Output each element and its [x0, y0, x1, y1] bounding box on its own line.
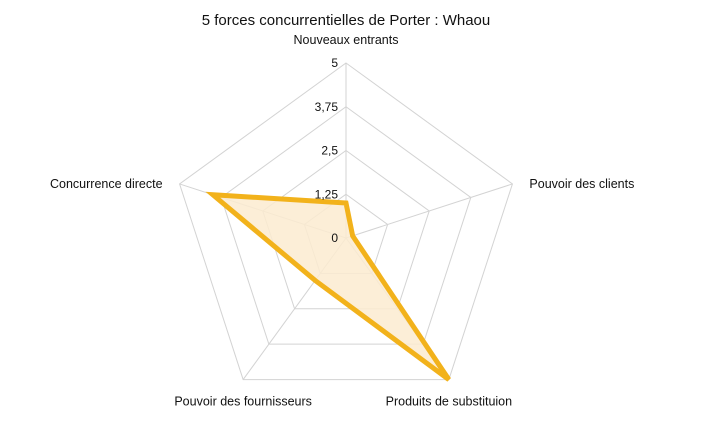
- axis-label: Pouvoir des clients: [529, 177, 634, 191]
- tick-label: 5: [331, 56, 338, 70]
- radar-series: [205, 191, 451, 382]
- tick-label: 2,5: [321, 144, 338, 158]
- chart-title: 5 forces concurrentielles de Porter : Wh…: [202, 12, 490, 29]
- tick-label: 1,25: [315, 187, 339, 201]
- radial-tick-labels: 0 1,25 2,5 3,75 5: [315, 56, 339, 245]
- tick-label: 3,75: [315, 100, 339, 114]
- axis-label: Produits de substituion: [386, 395, 513, 409]
- axis-labels: Nouveaux entrants Pouvoir des clients Prod…: [50, 33, 634, 409]
- series-area: [205, 191, 451, 382]
- grid-spoke: [345, 183, 513, 239]
- grid-ring: [220, 106, 472, 345]
- axis-label: Pouvoir des fournisseurs: [174, 395, 312, 409]
- tick-label: 0: [331, 231, 338, 245]
- grid-ring: [178, 62, 514, 381]
- axis-label: Nouveaux entrants: [294, 33, 399, 47]
- axis-label: Concurrence directe: [50, 177, 163, 191]
